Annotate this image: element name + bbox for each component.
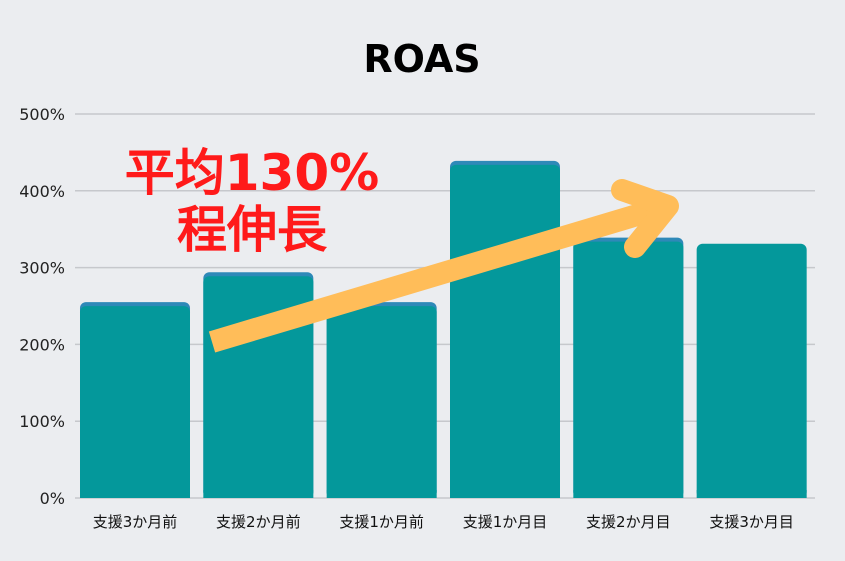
y-tick-label: 500% <box>19 105 65 124</box>
bar <box>573 237 684 498</box>
x-tick-label: 支援2か月目 <box>586 513 671 531</box>
bar-body <box>696 243 807 498</box>
x-tick-label: 支援2か月前 <box>216 513 301 531</box>
bar-body <box>80 306 190 498</box>
annotation-line1: 平均130% <box>125 144 379 202</box>
x-tick-label: 支援1か月目 <box>463 513 548 531</box>
y-tick-label: 300% <box>19 259 65 278</box>
y-tick-label: 100% <box>19 412 65 431</box>
bar-body <box>573 241 684 498</box>
x-tick-label: 支援1か月前 <box>339 513 424 531</box>
x-tick-label: 支援3か月前 <box>93 513 178 531</box>
x-tick-label: 支援3か月目 <box>709 513 794 531</box>
y-tick-label: 200% <box>19 335 65 354</box>
trend-arrow <box>208 179 679 353</box>
bar <box>696 243 807 498</box>
bar <box>450 160 560 498</box>
annotation-line2: 程伸長 <box>177 201 328 259</box>
y-tick-label: 0% <box>40 489 65 508</box>
bar-body <box>450 164 560 498</box>
bar <box>80 302 190 498</box>
bar-body <box>326 306 437 498</box>
chart-title: ROAS <box>363 37 480 81</box>
bar <box>326 302 437 498</box>
y-tick-label: 400% <box>19 182 65 201</box>
